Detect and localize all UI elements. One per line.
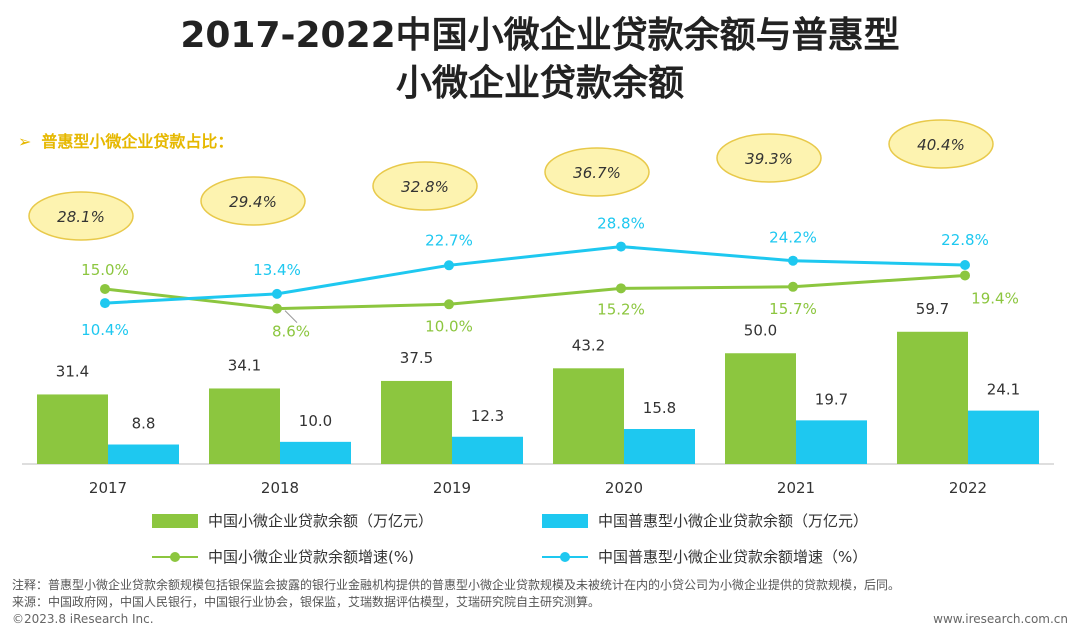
x-tick-label-2020: 2020: [605, 479, 643, 497]
legend-swatch-green-bar: [152, 513, 198, 528]
line-label-blue-2018: 13.4%: [253, 261, 301, 279]
point-blue-2019: [444, 260, 454, 271]
bar-label-green-2022: 59.7: [916, 300, 949, 318]
chart-title-line1: 2017-2022中国小微企业贷款余额与普惠型: [180, 15, 900, 56]
point-green-2019: [444, 299, 454, 310]
bar-label-blue-2020: 15.8: [643, 399, 676, 417]
share-ellipse-2021: [716, 133, 822, 183]
x-tick-label-2017: 2017: [89, 479, 127, 497]
point-blue-2022: [960, 260, 970, 271]
bar-label-blue-2018: 10.0: [299, 412, 332, 430]
copyright: ©2023.8 iResearch Inc.: [12, 612, 154, 626]
share-label-2017: 28.1%: [57, 208, 105, 226]
bar-label-green-2020: 43.2: [572, 336, 605, 354]
legend-swatch-blue-bar: [542, 513, 588, 528]
x-tick-label-2021: 2021: [777, 479, 815, 497]
legend-label-line1: 中国小微企业贷款余额增速(%): [208, 548, 414, 566]
line-label-blue-2021: 24.2%: [769, 229, 817, 247]
point-blue-2017: [100, 298, 110, 309]
x-tick-label-2019: 2019: [433, 479, 471, 497]
share-label-2022: 40.4%: [917, 136, 965, 154]
line-label-blue-2017: 10.4%: [81, 321, 129, 339]
leader-line-2018: [284, 310, 298, 323]
point-green-2021: [788, 281, 798, 292]
share-label-2018: 29.4%: [229, 193, 277, 211]
share-ellipse-2020: [544, 147, 650, 197]
bar-blue-2021: [796, 420, 867, 464]
share-ellipse-2017: [28, 191, 134, 241]
bar-blue-2017: [108, 444, 179, 464]
x-tick-label-2022: 2022: [949, 479, 987, 497]
legend-swatch-green-line: [152, 550, 198, 564]
legend-item-line1: 中国小微企业贷款余额增速(%): [152, 546, 414, 567]
legend-item-bar1: 中国小微企业贷款余额（万亿元）: [152, 510, 433, 531]
legend-label-bar1: 中国小微企业贷款余额（万亿元）: [208, 512, 434, 530]
bar-green-2021: [725, 353, 796, 464]
share-label-2021: 39.3%: [745, 150, 793, 168]
bar-label-green-2019: 37.5: [400, 349, 433, 367]
bar-blue-2022: [968, 410, 1039, 464]
share-label-2019: 32.8%: [401, 178, 449, 196]
bar-green-2022: [897, 331, 968, 464]
legend-item-line2: 中国普惠型小微企业贷款余额增速（%）: [542, 546, 867, 567]
chart-title-line2: 小微企业贷款余额: [395, 63, 684, 104]
share-ellipse-2019: [372, 161, 478, 211]
line-label-green-2022: 19.4%: [971, 289, 1019, 307]
source-text: 来源：中国政府网，中国人民银行，中国银行业协会，银保监，艾瑞数据评估模型，艾瑞研…: [12, 595, 601, 609]
line-label-green-2019: 10.0%: [425, 317, 473, 335]
bar-green-2017: [37, 394, 108, 464]
bar-blue-2018: [280, 441, 351, 464]
legend-label-bar2: 中国普惠型小微企业贷款余额（万亿元）: [598, 512, 869, 530]
bar-label-blue-2022: 24.1: [987, 381, 1020, 399]
legend-label-line2: 中国普惠型小微企业贷款余额增速（%）: [598, 548, 868, 566]
point-green-2018: [272, 303, 282, 314]
bar-label-green-2018: 34.1: [228, 356, 261, 374]
point-green-2022: [960, 270, 970, 281]
line-label-green-2021: 15.7%: [769, 300, 817, 318]
line-label-green-2018: 8.6%: [272, 323, 310, 341]
share-ellipse-2022: [888, 119, 994, 169]
website: www.iresearch.com.cn: [933, 612, 1068, 626]
note-text: 注释：普惠型小微企业贷款余额规模包括银保监会披露的银行业金融机构提供的普惠型小微…: [12, 578, 901, 592]
line-series-blue: [104, 245, 966, 305]
point-blue-2021: [788, 255, 798, 266]
x-tick-label-2018: 2018: [261, 479, 299, 497]
legend-item-bar2: 中国普惠型小微企业贷款余额（万亿元）: [542, 510, 868, 531]
line-series-green: [104, 273, 966, 311]
point-green-2017: [100, 283, 110, 294]
share-label-2020: 36.7%: [573, 164, 621, 182]
line-label-green-2020: 15.2%: [597, 300, 645, 318]
bar-label-blue-2021: 19.7: [815, 390, 848, 408]
point-blue-2018: [272, 288, 282, 299]
combo-chart: 31.4 8.8 2017 34.1 10.0 2018 37.5 12.3 2019 43.2 1…: [22, 119, 1054, 497]
share-label-text: 普惠型小微企业贷款占比：: [41, 132, 234, 151]
share-label: ➢ 普惠型小微企业贷款占比：: [18, 128, 233, 152]
bar-green-2018: [209, 388, 280, 464]
bar-green-2020: [553, 368, 624, 464]
line-label-green-2017: 15.0%: [81, 261, 129, 279]
point-blue-2020: [616, 241, 626, 252]
bar-blue-2020: [624, 429, 695, 464]
bar-blue-2019: [452, 436, 523, 464]
line-label-blue-2022: 22.8%: [941, 231, 989, 249]
line-label-blue-2020: 28.8%: [597, 215, 645, 233]
legend-swatch-blue-line: [542, 550, 588, 564]
share-ellipse-2018: [200, 176, 306, 226]
bar-label-green-2021: 50.0: [744, 321, 777, 339]
bar-green-2019: [381, 380, 452, 464]
bar-label-green-2017: 31.4: [56, 362, 89, 380]
bar-label-blue-2019: 12.3: [471, 407, 504, 425]
point-green-2020: [616, 283, 626, 294]
arrow-bullet-icon: ➢: [18, 132, 32, 151]
line-label-blue-2019: 22.7%: [425, 231, 473, 249]
bar-label-blue-2017: 8.8: [132, 415, 156, 433]
